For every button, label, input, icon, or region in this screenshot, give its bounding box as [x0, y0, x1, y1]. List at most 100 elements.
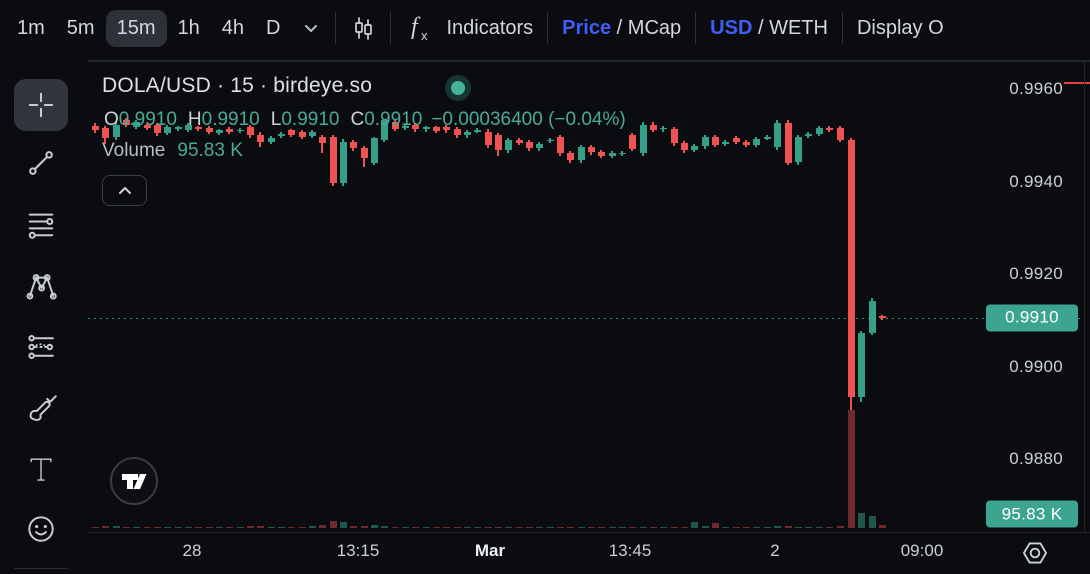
candle	[587, 146, 595, 152]
tool-xabcd-pattern[interactable]	[14, 259, 68, 311]
candle	[308, 132, 316, 137]
candle	[432, 127, 440, 132]
symbol-title[interactable]: DOLA/USD · 15 · birdeye.so	[102, 74, 373, 97]
timeframe-5m[interactable]: 5m	[66, 16, 95, 39]
chart-style-button[interactable]	[350, 15, 376, 41]
legend-collapse-button[interactable]	[102, 175, 147, 206]
volume-bar	[329, 521, 337, 528]
candle	[525, 142, 533, 149]
tool-crosshair[interactable]	[14, 79, 68, 131]
candle	[649, 125, 657, 131]
timeframe-D[interactable]: D	[266, 16, 281, 39]
volume-bar	[670, 527, 678, 528]
volume-bar	[318, 525, 326, 528]
volume-bar	[690, 522, 698, 528]
time-axis[interactable]: 28 13:15 Mar 13:45 2 09:00	[0, 532, 1090, 574]
volume-bar	[246, 526, 254, 528]
indicators-button[interactable]: Indicators	[446, 16, 534, 39]
candle	[411, 125, 419, 130]
volume-bar	[752, 527, 760, 528]
volume-bar	[225, 527, 233, 528]
ohlc-label: O	[104, 109, 119, 130]
candle	[597, 151, 605, 157]
candle	[153, 125, 161, 133]
usd-weth-separator: /	[757, 16, 764, 39]
timeframe-1m[interactable]: 1m	[17, 16, 45, 39]
time-tick-label: 2	[770, 541, 780, 560]
candle	[773, 122, 781, 147]
volume-bar	[174, 527, 182, 528]
price-tick-label: 0.9960	[1009, 79, 1063, 98]
volume-bar	[463, 527, 471, 528]
volume-bar	[504, 527, 512, 528]
volume-bar	[680, 527, 688, 528]
timeframe-15m[interactable]: 15m	[105, 9, 167, 47]
top-toolbar: 1m 5m 15m 1h 4h D f x Indicators Price / MCap	[0, 0, 1090, 56]
axis-settings-button[interactable]	[1021, 539, 1049, 567]
usd-option[interactable]: USD	[710, 16, 753, 39]
price-tick-label: 0.9880	[1009, 449, 1063, 468]
axis-red-dash	[1064, 82, 1090, 84]
weth-option[interactable]: WETH	[769, 16, 828, 39]
candle	[690, 145, 698, 151]
time-tick-label: 09:00	[900, 541, 944, 560]
volume-bar	[205, 527, 213, 528]
tradingview-logo[interactable]	[110, 457, 158, 505]
fx-icon: f x	[405, 13, 433, 43]
volume-bar	[339, 522, 347, 528]
candle	[701, 137, 709, 146]
candle	[504, 139, 512, 151]
timeframe-4h[interactable]: 4h	[221, 16, 244, 39]
tool-trend-line[interactable]	[14, 137, 68, 189]
tool-projection[interactable]	[14, 321, 68, 373]
candle	[225, 129, 233, 132]
volume-bar	[308, 526, 316, 528]
volume-label: Volume	[102, 140, 166, 161]
candle	[236, 129, 244, 132]
candle	[194, 126, 202, 130]
volume-bar	[287, 527, 295, 528]
candle	[763, 137, 771, 139]
ohlc-row: O0.9910 H0.9910 L0.9910 C0.9910 −0.00036400 …	[102, 109, 635, 131]
tradingview-logo-icon	[122, 474, 147, 489]
candle	[815, 127, 823, 134]
timeframe-menu-button[interactable]	[301, 18, 321, 38]
chevron-down-icon	[305, 25, 318, 32]
volume-bar	[484, 527, 492, 528]
mcap-option[interactable]: MCap	[627, 16, 682, 39]
timeframe-1h[interactable]: 1h	[177, 16, 200, 39]
volume-bar	[868, 516, 876, 528]
usd-weth-toggle[interactable]: USD / WETH	[710, 17, 828, 40]
volume-bar	[878, 525, 886, 528]
volume-bar	[153, 527, 161, 528]
price-option[interactable]: Price	[562, 16, 612, 39]
sidebar-collapse-arrow[interactable]: ‹	[74, 570, 81, 574]
candle	[556, 137, 564, 153]
volume-bar	[360, 526, 368, 528]
candle	[143, 125, 151, 128]
candle	[91, 126, 99, 130]
price-mcap-toggle[interactable]: Price / MCap	[562, 17, 681, 40]
price-tick-label: 0.9900	[1009, 356, 1063, 376]
candlestick-chart-icon	[355, 17, 373, 40]
volume-bar	[401, 527, 409, 528]
price-axis[interactable]: 0.9960 0.9940 0.9920 0.9900 0.9880 0.9910 95.8…	[980, 62, 1090, 532]
svg-text:x: x	[421, 28, 428, 43]
tool-brush[interactable]	[14, 382, 68, 434]
price-tick-label: 0.9920	[1009, 264, 1063, 283]
tool-fib-retracement[interactable]	[14, 198, 68, 250]
ohlc-value: 0.9910	[201, 109, 260, 130]
candle	[370, 138, 378, 163]
display-options-button[interactable]: Display O	[856, 16, 944, 39]
current-price-line	[88, 317, 1084, 319]
volume-bar	[122, 527, 130, 528]
candle	[752, 138, 760, 145]
chevron-up-icon	[118, 186, 131, 194]
volume-bar	[794, 527, 802, 528]
tool-emoji[interactable]	[14, 503, 68, 555]
tool-text[interactable]	[14, 443, 68, 495]
volume-bar	[494, 527, 502, 528]
volume-row: Volume 95.83 K	[102, 140, 635, 162]
volume-bar	[267, 527, 275, 528]
